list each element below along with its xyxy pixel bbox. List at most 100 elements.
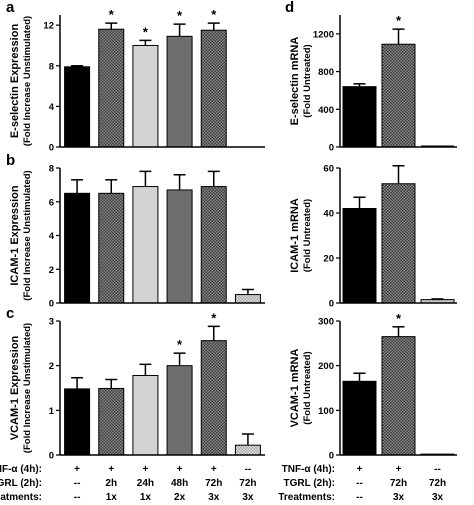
y-axis-label: VCAM-1 Expression	[9, 335, 21, 440]
y-tick-label: 800	[318, 67, 334, 78]
bar	[342, 208, 377, 304]
y-tick-label: 400	[318, 105, 334, 116]
bar	[381, 336, 416, 456]
bar	[234, 294, 261, 304]
y-tick-label: 0	[329, 451, 334, 462]
bar	[342, 380, 377, 456]
panel-row4: ICAM-1 mRNA (Fold Untreated) 0 20 40 60	[289, 164, 457, 310]
y-tick-label: 0	[49, 143, 54, 154]
bar	[234, 444, 261, 456]
significance-marker: *	[177, 337, 183, 352]
condition-value-left: 1x	[106, 492, 118, 503]
condition-label-left: TGRL (2h):	[0, 478, 42, 489]
y-tick-label: 1	[49, 406, 55, 417]
bar	[200, 340, 227, 456]
condition-value-left: 72h	[205, 478, 222, 489]
panel-label: c	[6, 305, 14, 322]
y-tick-label: 300	[318, 317, 334, 328]
condition-value-right: 3x	[393, 492, 405, 503]
condition-label-left: Treatments:	[0, 492, 42, 503]
y-axis-label: ICAM-1 Expression	[9, 185, 21, 286]
significance-marker: *	[177, 8, 183, 23]
panel-c: c VCAM-1 Expression (Fold Increase Unstimu…	[6, 305, 265, 462]
bar	[200, 29, 227, 148]
condition-value-right: 3x	[432, 492, 444, 503]
bar	[98, 28, 125, 148]
condition-value-left: 2h	[105, 478, 117, 489]
condition-value-left: 3x	[242, 492, 254, 503]
condition-label-right: TNF-α (4h):	[282, 464, 335, 475]
condition-value-left: +	[177, 464, 183, 475]
y-axis-sublabel: (Fold Increase Unstimulated)	[22, 323, 33, 453]
condition-value-left: 3x	[208, 492, 220, 503]
panel-b: b ICAM-1 Expression (Fold Increase Unstimu…	[6, 152, 265, 310]
bar	[132, 44, 159, 148]
y-tick-label: 4	[49, 231, 55, 242]
bar	[98, 387, 125, 456]
bar	[166, 35, 193, 148]
y-tick-label: 12	[43, 21, 54, 32]
y-tick-label: 4	[49, 102, 55, 113]
y-tick-label: 40	[323, 209, 334, 220]
bar	[200, 186, 227, 304]
condition-value-left: --	[74, 492, 81, 503]
panel-label: d	[285, 0, 294, 16]
condition-value-right: --	[434, 464, 441, 475]
condition-value-left: 48h	[171, 478, 188, 489]
y-tick-label: 3	[49, 317, 54, 328]
bar	[166, 365, 193, 456]
y-axis-label: VCAM-1 mRNA	[289, 349, 301, 428]
y-tick-label: 6	[49, 197, 54, 208]
condition-label-left: TNF-α (4h):	[0, 464, 42, 475]
significance-marker: *	[143, 24, 149, 39]
panel-d: d E-selectin mRNA (Fold Untreated) * 0 400 800…	[285, 0, 457, 154]
condition-value-left: 72h	[239, 478, 256, 489]
y-tick-label: 200	[318, 361, 334, 372]
y-tick-label: 0	[329, 143, 334, 154]
bar	[381, 43, 416, 148]
condition-value-left: 24h	[137, 478, 154, 489]
condition-value-left: +	[108, 464, 114, 475]
condition-value-right: --	[356, 492, 363, 503]
y-tick-label: 0	[49, 451, 54, 462]
condition-label-right: Treatments:	[278, 492, 335, 503]
condition-label-right: TGRL (2h):	[284, 478, 335, 489]
bar	[98, 192, 125, 304]
y-tick-label: 20	[323, 254, 334, 265]
bar	[166, 189, 193, 304]
condition-value-right: +	[357, 464, 363, 475]
y-axis-sublabel: (Fold Untreated)	[302, 199, 313, 272]
panel-a: a E-selectin Expression (Fold Increase Uns…	[6, 0, 265, 154]
significance-marker: *	[396, 13, 402, 28]
y-tick-label: 60	[323, 164, 334, 175]
bar	[132, 186, 159, 304]
bar	[64, 66, 91, 148]
significance-marker: *	[211, 310, 217, 325]
panel-label: a	[6, 0, 15, 16]
bar	[342, 86, 377, 148]
y-tick-label: 2	[49, 361, 54, 372]
y-tick-label: 0	[49, 299, 54, 310]
bar	[132, 374, 159, 456]
significance-marker: *	[109, 7, 115, 22]
condition-value-right: 72h	[429, 478, 446, 489]
y-tick-label: 8	[49, 164, 54, 175]
bar	[64, 388, 91, 456]
y-axis-sublabel: (Fold Untreated)	[302, 44, 313, 117]
significance-marker: *	[211, 7, 217, 22]
bar	[381, 183, 416, 304]
panel-row5: VCAM-1 mRNA (Fold Untreated) * 0 100 200 300	[289, 311, 457, 462]
y-tick-label: 2	[49, 265, 54, 276]
bar	[64, 192, 91, 304]
condition-value-right: --	[356, 478, 363, 489]
y-axis-label: E-selectin mRNA	[289, 37, 301, 126]
condition-value-right: 72h	[390, 478, 407, 489]
condition-value-left: +	[74, 464, 80, 475]
panel-label: b	[6, 152, 15, 169]
y-tick-label: 8	[49, 61, 54, 72]
y-axis-sublabel: (Fold Increase Unstimulated)	[22, 16, 33, 146]
condition-value-left: 1x	[140, 492, 152, 503]
y-tick-label: 100	[318, 406, 334, 417]
y-axis-label: ICAM-1 mRNA	[289, 198, 301, 273]
